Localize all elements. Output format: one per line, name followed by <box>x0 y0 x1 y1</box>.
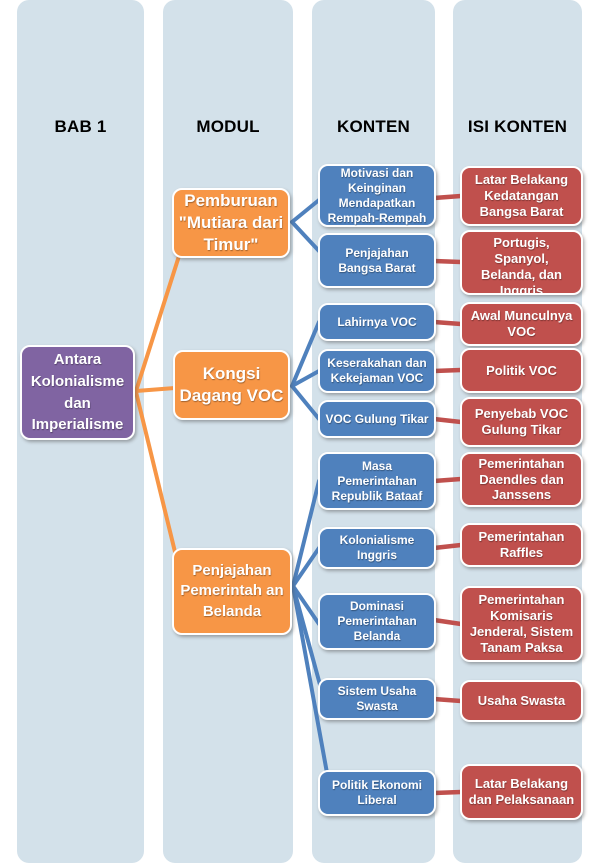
connectors-bab-to-modul <box>134 254 181 558</box>
connector-modul3-konten7 <box>291 546 321 588</box>
isi-node-10: Latar Belakang dan Pelaksanaan <box>460 764 583 820</box>
column-header-modul: MODUL <box>196 117 260 136</box>
connector-konten1-isi1 <box>431 193 464 201</box>
connector-bab-modul-3 <box>134 390 178 558</box>
isi-node-5: Penyebab VOC Gulung Tikar <box>460 397 583 447</box>
connector-konten10-isi10 <box>431 789 464 796</box>
konten-node-4: Keserakahan dan Kekejaman VOC <box>318 349 436 393</box>
konten-node-7: Kolonialisme Inggris <box>318 527 436 569</box>
connectors-konten-to-isi <box>431 193 464 796</box>
connector-modul1-konten2 <box>290 220 321 253</box>
isi-node-9: Usaha Swasta <box>460 680 583 722</box>
konten-node-5: VOC Gulung Tikar <box>318 400 436 438</box>
connector-konten6-isi6 <box>431 476 464 484</box>
connector-modul1-konten1 <box>290 198 321 224</box>
isi-node-4: Politik VOC <box>460 348 583 393</box>
connector-konten2-isi2 <box>431 258 464 265</box>
connector-konten3-isi3 <box>431 319 464 327</box>
isi-node-6: Pemerintahan Daendles dan Janssens <box>460 452 583 507</box>
isi-node-1: Latar Belakang Kedatangan Bangsa Barat <box>460 166 583 226</box>
column-header-konten: KONTEN <box>337 117 410 136</box>
connector-konten8-isi8 <box>431 617 464 627</box>
isi-node-3: Awal Munculnya VOC <box>460 302 583 346</box>
konten-node-2: Penjajahan Bangsa Barat <box>318 233 436 288</box>
connector-konten7-isi7 <box>431 542 464 551</box>
connector-konten9-isi9 <box>431 696 464 704</box>
connector-modul2-konten3 <box>290 320 321 388</box>
connector-konten4-isi4 <box>431 367 464 374</box>
isi-node-2: Portugis, Spanyol, Belanda, dan Inggris <box>460 230 583 295</box>
connector-bab-modul-2 <box>134 386 177 393</box>
konten-node-1: Motivasi dan Keinginan Mendapatkan Rempa… <box>318 164 436 227</box>
modul-node-2: Kongsi Dagang VOC <box>173 350 290 420</box>
connector-konten5-isi5 <box>431 416 464 425</box>
konten-node-10: Politik Ekonomi Liberal <box>318 770 436 816</box>
modul-node-1: Pemburuan "Mutiara dari Timur" <box>172 188 290 258</box>
konten-node-6: Masa Pemerintahan Republik Bataaf <box>318 452 436 510</box>
modul-node-3: Penjajahan Pemerintah an Belanda <box>172 548 292 635</box>
connector-modul2-konten5 <box>290 384 321 421</box>
konten-node-3: Lahirnya VOC <box>318 303 436 341</box>
column-modul <box>163 0 293 863</box>
connector-bab-modul-1 <box>134 254 181 393</box>
isi-node-7: Pemerintahan Raffles <box>460 523 583 567</box>
bab-node: Antara Kolonialisme dan Imperialisme <box>20 345 135 440</box>
konten-node-8: Dominasi Pemerintahan Belanda <box>318 593 436 650</box>
connector-modul3-konten6 <box>291 479 321 588</box>
connector-modul3-konten10 <box>291 584 329 775</box>
connectors-modul-to-konten <box>290 198 329 775</box>
isi-node-8: Pemerintahan Komisaris Jenderal, Sistem … <box>460 586 583 662</box>
column-header-bab: BAB 1 <box>54 117 107 136</box>
connector-modul3-konten8 <box>291 584 321 626</box>
column-header-isi-konten: ISI KONTEN <box>467 117 568 136</box>
konten-node-9: Sistem Usaha Swasta <box>318 678 436 720</box>
connector-modul2-konten4 <box>290 369 321 388</box>
